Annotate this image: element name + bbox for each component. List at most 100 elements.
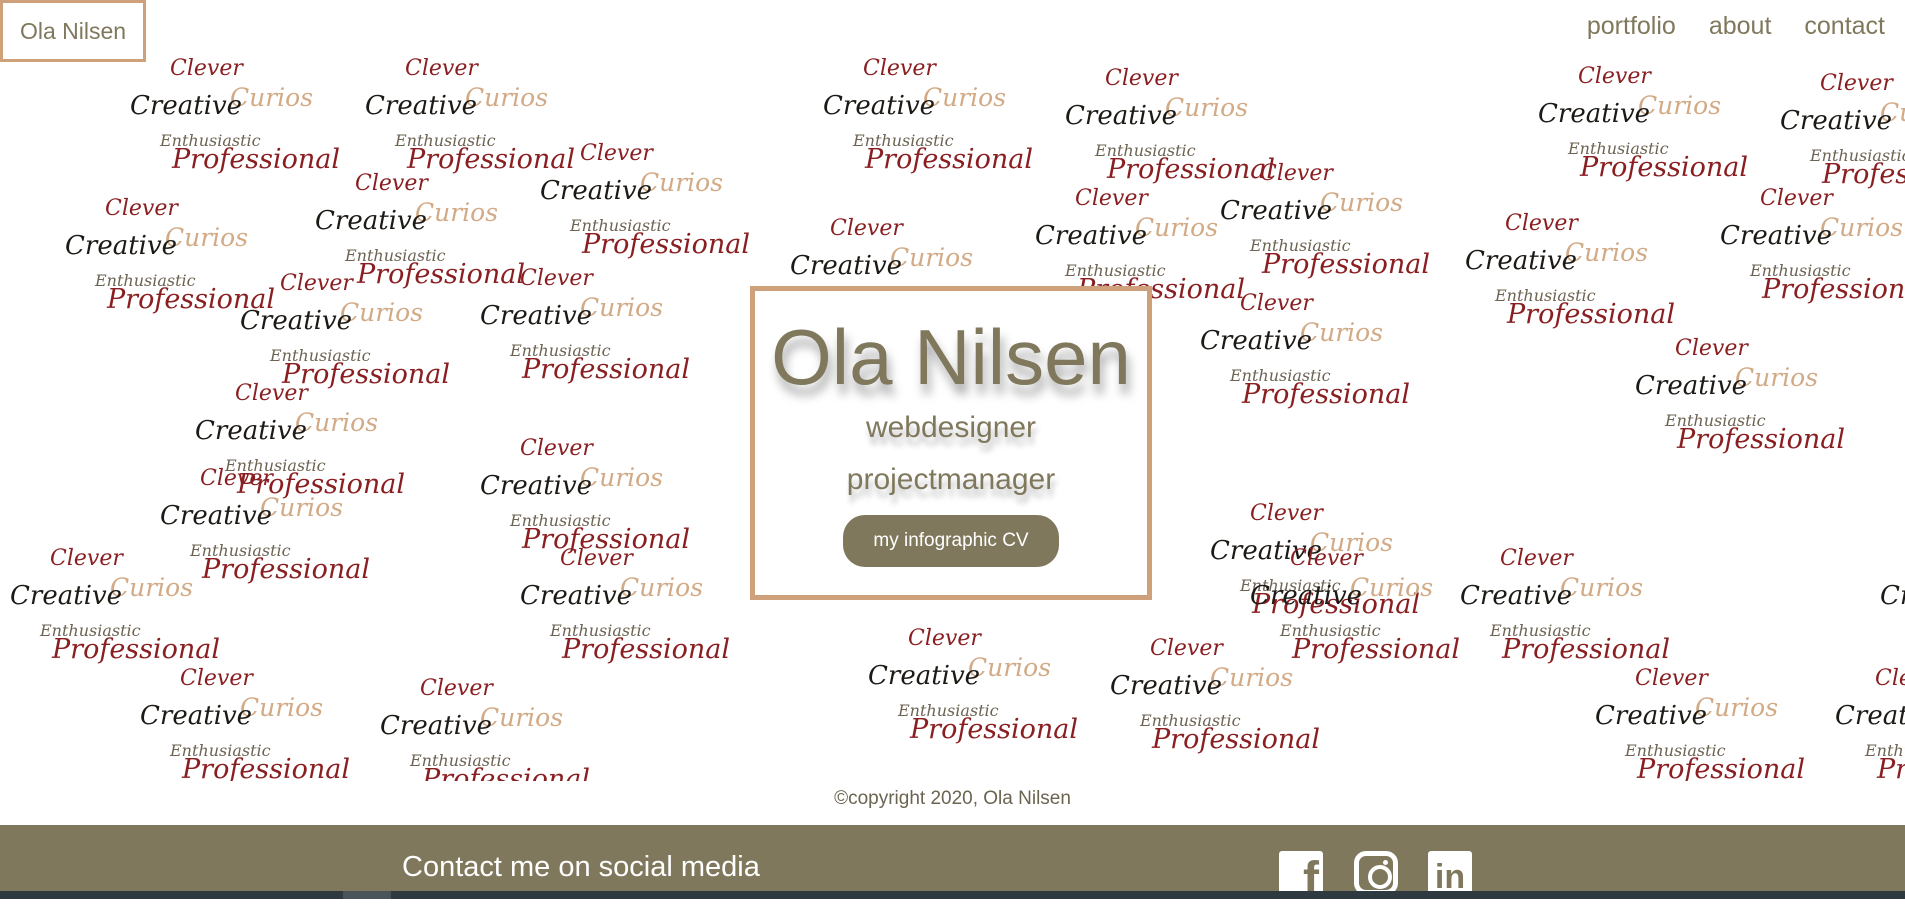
pattern-word-enthusiastic: Enthusiastic: [40, 621, 141, 640]
pattern-word-enthusiastic: Enthusiastic: [95, 271, 196, 290]
pattern-word-creative: Creative: [1835, 701, 1905, 731]
pattern-word-professional: Professional: [237, 469, 406, 500]
pattern-word-enthusiastic: Enthusiastic: [1568, 139, 1669, 158]
pattern-word-enthusiastic: Enthusiastic: [1095, 141, 1196, 160]
pattern-word-curios: Curios: [340, 298, 424, 327]
pattern-word-professional: Professional: [910, 714, 1079, 745]
pattern-word-curios: Curios: [1165, 93, 1249, 122]
pattern-word-enthusiastic: Enthusiastic: [395, 131, 496, 150]
pattern-word-clever: Clever: [1105, 66, 1178, 91]
pattern-word-clever: Clever: [1675, 336, 1748, 361]
pattern-word-enthusiastic: Enthusiastic: [1750, 261, 1851, 280]
pattern-word-clever: Clever: [1875, 666, 1905, 691]
pattern-word-creative: Creative: [1465, 246, 1578, 276]
nav-contact[interactable]: contact: [1804, 12, 1885, 40]
pattern-word-professional: Professional: [522, 524, 691, 555]
pattern-word-creative: Creative: [868, 661, 981, 691]
pattern-word-creative: Creative: [1720, 221, 1833, 251]
pattern-word-enthusiastic: Enthusiastic: [1230, 366, 1331, 385]
facebook-icon[interactable]: f: [1279, 851, 1323, 906]
pattern-word-enthusiastic: Enthusiastic: [225, 456, 326, 475]
pattern-word-creative: Creative: [140, 701, 253, 731]
pattern-word-creative: Creative: [10, 581, 123, 611]
pattern-word-enthusiastic: Enthusiastic: [1240, 576, 1341, 595]
pattern-word-enthusiastic: Enthusiastic: [853, 131, 954, 150]
pattern-word-professional: Professional: [1677, 424, 1846, 455]
pattern-word-enthusiastic: Enthusiastic: [1490, 621, 1591, 640]
pattern-word-clever: Clever: [1290, 546, 1363, 571]
pattern-word-professional: Professional: [522, 354, 691, 385]
pattern-word-clever: Clever: [1075, 186, 1148, 211]
pattern-word-curios: Curios: [620, 573, 704, 602]
pattern-word-clever: Clever: [235, 381, 308, 406]
pattern-word-curios: Curios: [1300, 318, 1384, 347]
pattern-word-creative: Creative: [1780, 106, 1893, 136]
pattern-word-clever: Clever: [1760, 186, 1833, 211]
pattern-word-creative: Creative: [1210, 536, 1323, 566]
pattern-word-curios: Curios: [1695, 693, 1779, 722]
pattern-word-enthusiastic: Enthusiastic: [570, 216, 671, 235]
pattern-word-curios: Curios: [110, 573, 194, 602]
pattern-word-curios: Curios: [480, 703, 564, 732]
pattern-word-professional: Professional: [1152, 724, 1321, 755]
pattern-word-curios: Curios: [923, 83, 1007, 112]
pattern-word-creative: Creative: [1538, 99, 1651, 129]
word-cluster: CleverCuriosCreativeEnthusiasticProfessi…: [1835, 666, 1905, 782]
pattern-word-clever: Clever: [1150, 636, 1223, 661]
pattern-word-creative: Creative: [315, 206, 428, 236]
pattern-word-enthusiastic: Enthusiastic: [1280, 621, 1381, 640]
hero-name: Ola Nilsen: [771, 313, 1131, 401]
pattern-word-curios: Curios: [465, 83, 549, 112]
nav-portfolio[interactable]: portfolio: [1586, 12, 1676, 40]
pattern-word-enthusiastic: Enthusiastic: [1625, 741, 1726, 760]
pattern-word-professional: Professional: [1262, 249, 1431, 280]
pattern-word-creative: Creative: [1200, 326, 1313, 356]
pattern-word-clever: Clever: [50, 546, 123, 571]
pattern-word-creative: Creative: [160, 501, 273, 531]
logo-link[interactable]: Ola Nilsen: [0, 0, 146, 62]
infographic-cv-button[interactable]: my infographic CV: [843, 514, 1059, 567]
pattern-word-professional: Professional: [107, 284, 276, 315]
pattern-word-curios: Curios: [415, 198, 499, 227]
pattern-word-creative: Creative: [380, 711, 493, 741]
pattern-word-curios: Curios: [580, 293, 664, 322]
pattern-word-creative: Creative: [520, 581, 633, 611]
pattern-word-creative: Creative: [480, 301, 593, 331]
word-cluster: CleverCuriosCreativeEnthusiasticProfessi…: [1780, 73, 1905, 223]
pattern-word-professional: Professional: [1242, 379, 1411, 410]
pattern-word-professional: Professional: [1292, 634, 1461, 665]
pattern-word-professional: Professional: [407, 144, 576, 175]
pattern-word-clever: Clever: [105, 196, 178, 221]
linkedin-icon[interactable]: in: [1428, 851, 1472, 896]
pattern-word-enthusiastic: Enthusiastic: [1250, 236, 1351, 255]
pattern-word-creative: Creative: [1110, 671, 1223, 701]
pattern-word-clever: Clever: [355, 171, 428, 196]
pattern-word-clever: Clever: [180, 666, 253, 691]
pattern-word-professional: Professional: [582, 229, 751, 260]
pattern-word-curios: Curios: [295, 408, 379, 437]
instagram-icon[interactable]: [1354, 851, 1398, 895]
pattern-word-clever: Clever: [1500, 546, 1573, 571]
pattern-word-clever: Clever: [1635, 666, 1708, 691]
pattern-word-professional: Professional: [1822, 159, 1905, 190]
pattern-word-clever: Clever: [830, 216, 903, 241]
nav-about[interactable]: about: [1708, 12, 1772, 40]
